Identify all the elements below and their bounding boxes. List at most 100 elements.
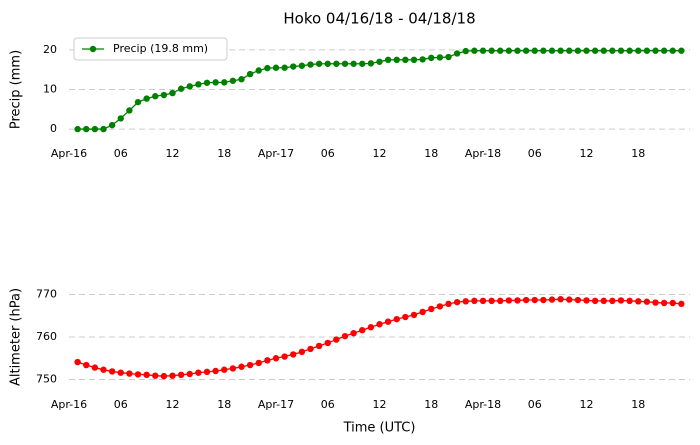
point bbox=[617, 297, 625, 304]
point bbox=[557, 47, 564, 54]
point bbox=[419, 308, 426, 316]
x-tick-label: 06 bbox=[528, 398, 542, 411]
point bbox=[669, 299, 676, 307]
point bbox=[333, 336, 340, 343]
point bbox=[609, 47, 616, 54]
point bbox=[350, 60, 357, 67]
point bbox=[376, 58, 383, 65]
y-tick-label: 770 bbox=[36, 288, 57, 301]
point bbox=[359, 327, 366, 334]
point bbox=[488, 297, 495, 305]
point bbox=[591, 297, 599, 305]
point bbox=[212, 367, 219, 375]
x-tick-label: 18 bbox=[217, 398, 231, 411]
x-tick-label: Apr-17 bbox=[258, 398, 294, 411]
x-tick-label: 06 bbox=[528, 147, 542, 160]
point bbox=[160, 372, 168, 380]
point bbox=[522, 47, 530, 54]
point bbox=[479, 297, 487, 305]
point bbox=[255, 359, 262, 367]
point bbox=[600, 297, 607, 305]
point bbox=[108, 368, 116, 375]
x-axis-label: Time (UTC) bbox=[343, 421, 416, 436]
x-tick-label: 12 bbox=[373, 398, 387, 411]
point bbox=[497, 297, 504, 305]
y-tick-label: 750 bbox=[36, 373, 57, 386]
point bbox=[384, 318, 392, 325]
point bbox=[428, 305, 435, 313]
legend-box bbox=[73, 37, 228, 61]
subplot: Hoko 04/16/18 - 04/18/18 Precip (mm) 0 10 20… bbox=[9, 10, 690, 160]
subplot: Altimeter (hPa) Time (UTC) 750 760 770 Apr-16… bbox=[9, 288, 690, 436]
point bbox=[195, 369, 202, 376]
point bbox=[298, 348, 306, 356]
point bbox=[359, 60, 366, 67]
point bbox=[445, 53, 452, 61]
point bbox=[298, 62, 306, 69]
point bbox=[83, 125, 90, 133]
point bbox=[643, 47, 651, 54]
x-tick-label: 12 bbox=[166, 398, 180, 411]
point bbox=[246, 361, 254, 369]
point bbox=[393, 56, 400, 64]
point bbox=[152, 93, 159, 100]
x-tick-label: Apr-18 bbox=[465, 398, 501, 411]
point bbox=[74, 125, 81, 133]
x-tick-label: 06 bbox=[114, 398, 128, 411]
point bbox=[290, 63, 297, 70]
point bbox=[471, 297, 478, 305]
point bbox=[272, 355, 280, 362]
point bbox=[100, 125, 107, 133]
point bbox=[462, 47, 469, 55]
point bbox=[195, 81, 202, 88]
point bbox=[134, 98, 142, 106]
point bbox=[505, 47, 513, 54]
point bbox=[74, 358, 81, 366]
point bbox=[108, 121, 116, 129]
point bbox=[307, 345, 314, 353]
point bbox=[548, 47, 556, 54]
point bbox=[626, 47, 633, 54]
point bbox=[566, 47, 573, 54]
x-tick-label: Apr-16 bbox=[51, 398, 87, 411]
point bbox=[445, 300, 452, 308]
point bbox=[281, 64, 288, 71]
line bbox=[77, 298, 682, 377]
y-axis-label: Altimeter (hPa) bbox=[9, 288, 24, 386]
point bbox=[126, 370, 133, 377]
x-tick-label: Apr-18 bbox=[465, 147, 501, 160]
point bbox=[367, 324, 375, 331]
point bbox=[221, 366, 228, 373]
point bbox=[177, 371, 185, 379]
x-tick-label: 12 bbox=[166, 147, 180, 160]
point bbox=[117, 369, 124, 376]
x-tick-label: 18 bbox=[631, 147, 645, 160]
point bbox=[479, 47, 487, 54]
point bbox=[660, 47, 668, 54]
point bbox=[419, 56, 426, 63]
point bbox=[341, 332, 349, 340]
x-tick-label: Apr-17 bbox=[258, 147, 294, 160]
point bbox=[428, 54, 435, 62]
point bbox=[160, 91, 168, 99]
point bbox=[609, 297, 616, 305]
y-axis-label: Precip (mm) bbox=[9, 50, 24, 129]
x-tick-label: 18 bbox=[631, 398, 645, 411]
point bbox=[531, 296, 538, 304]
point bbox=[660, 299, 668, 307]
point bbox=[315, 60, 323, 67]
point bbox=[402, 56, 409, 64]
point bbox=[678, 47, 685, 54]
point bbox=[626, 297, 633, 305]
point bbox=[221, 79, 228, 86]
point bbox=[333, 60, 340, 67]
point bbox=[143, 371, 150, 379]
point bbox=[652, 299, 659, 306]
point bbox=[669, 47, 676, 54]
x-tick-label: 12 bbox=[580, 147, 594, 160]
point bbox=[134, 371, 142, 378]
point bbox=[540, 47, 547, 54]
point bbox=[600, 47, 607, 54]
point bbox=[264, 357, 271, 364]
x-tick-label: 12 bbox=[373, 147, 387, 160]
